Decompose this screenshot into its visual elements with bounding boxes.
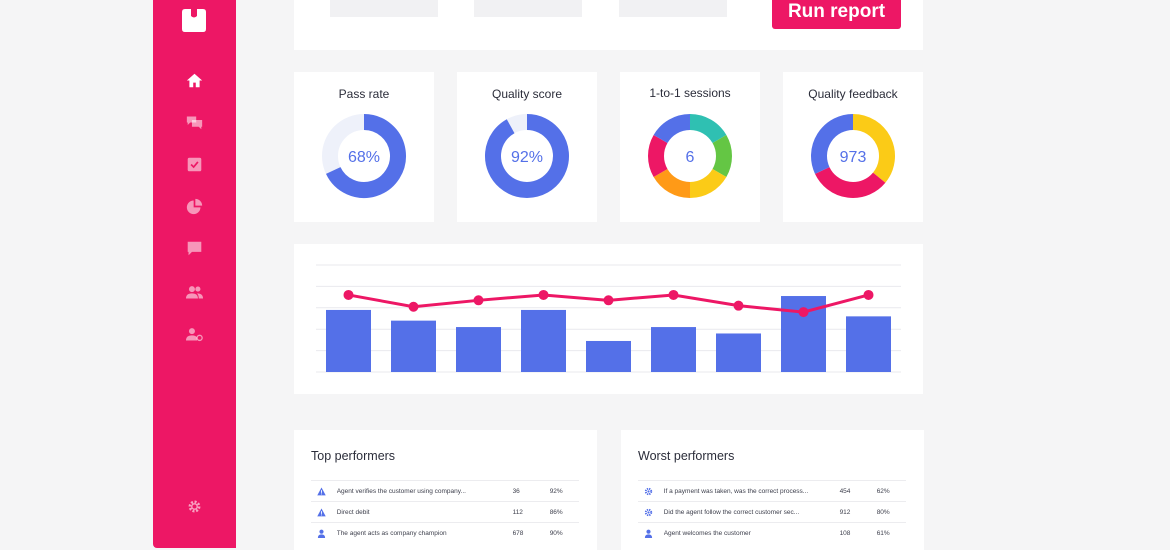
performance-chart-panel [294,244,923,394]
chart-point[interactable] [408,301,419,312]
chart-point[interactable] [668,289,679,300]
chart-bar[interactable] [586,340,631,372]
row-percent: 92% [549,487,563,495]
kpi-label: Quality score [491,87,563,101]
row-count: 108 [839,529,851,537]
filter-field-2[interactable] [474,0,582,17]
checklist-icon[interactable] [183,153,205,175]
chart-point[interactable] [863,289,874,300]
home-icon[interactable] [183,69,205,91]
pie-chart-icon[interactable] [183,195,205,217]
sidebar [153,0,236,548]
kpi-label: Quality feedback [808,87,898,101]
user-settings-icon[interactable] [183,323,205,345]
performance-chart [316,264,901,373]
row-percent: 61% [876,529,890,537]
worst-performers-panel: Worst performers If a payment was taken,… [621,430,924,550]
chart-point[interactable] [603,295,614,306]
chart-point[interactable] [343,289,354,300]
row-percent: 86% [549,508,563,516]
kpi-card-pass-rate: Pass rate 68% [294,72,434,222]
table-row[interactable]: The agent acts as company champion 678 9… [311,522,579,543]
message-icon[interactable] [183,237,205,259]
kpi-value: 92% [511,149,543,166]
donut-ring [485,114,569,198]
chart-bar[interactable] [456,327,501,372]
table-row[interactable]: Agent verifies the customer using compan… [311,480,579,501]
donut-ring [811,114,895,198]
pass-rate-donut: 68% [322,114,406,198]
chart-point[interactable] [733,300,744,311]
chart-bar[interactable] [716,333,761,372]
filter-field-3[interactable] [619,0,727,17]
kpi-value: 68% [348,149,380,166]
warning-icon [317,506,329,518]
person-icon [317,527,329,539]
top-performers-title: Top performers [311,449,396,463]
chart-bar[interactable] [651,327,696,372]
gear-icon [644,506,656,518]
quality-feedback-donut: 973 [811,114,895,198]
filter-field-1[interactable] [330,0,438,17]
donut-fill [326,114,406,198]
donut-segment [653,114,691,144]
kpi-card-quality-score: Quality score 92% [457,72,597,222]
donut-segment [712,135,732,177]
donut-segment [852,114,895,183]
donut-ring [322,114,406,198]
table-row[interactable]: Agent welcomes the customer 108 61% [638,522,906,543]
kpi-value: 973 [840,149,867,166]
donut-segment [648,135,668,177]
top-performers-panel: Top performers Agent verifies the custom… [294,430,597,550]
chart-bar[interactable] [326,309,371,372]
users-icon[interactable] [183,281,205,303]
donut-segment [689,114,727,144]
row-text: Agent verifies the customer using compan… [336,487,466,495]
donut-segment [653,168,691,198]
donut-ring [648,114,732,198]
chart-bar[interactable] [391,320,436,372]
row-count: 454 [839,487,851,495]
row-percent: 80% [876,508,890,516]
chat-bubbles-icon[interactable] [183,111,205,133]
donut-segment [811,114,854,174]
sessions-donut: 6 [648,114,732,198]
gear-icon[interactable] [183,495,205,517]
kpi-card-sessions: 1-to-1 sessions 6 [620,72,760,222]
run-report-button[interactable]: Run report [772,0,901,29]
report-filters-bar: Run report [294,0,923,50]
row-count: 678 [512,529,524,537]
chart-bar[interactable] [846,316,891,372]
row-percent: 90% [549,529,563,537]
table-row[interactable]: Did the agent follow the correct custome… [638,501,906,522]
row-count: 112 [512,508,523,516]
donut-fill [485,114,569,198]
box-logo-icon[interactable] [182,9,206,32]
person-icon [644,527,656,539]
row-text: Did the agent follow the correct custome… [663,508,800,516]
chart-bar[interactable] [521,309,566,372]
worst-performers-title: Worst performers [638,449,735,463]
kpi-value: 6 [686,149,695,166]
row-count: 36 [512,487,520,495]
donut-segment [815,166,886,198]
quality-score-donut: 92% [485,114,569,198]
row-text: If a payment was taken, was the correct … [663,487,809,495]
table-row[interactable]: If a payment was taken, was the correct … [638,480,906,501]
warning-icon [317,485,329,497]
donut-segment [689,168,727,198]
gear-icon [644,485,656,497]
kpi-label: 1-to-1 sessions [649,86,731,100]
chart-point[interactable] [798,307,809,318]
row-text: Agent welcomes the customer [663,529,751,537]
table-row[interactable]: Direct debit 112 86% [311,501,579,522]
row-count: 912 [839,508,851,516]
kpi-label: Pass rate [338,87,390,101]
chart-point[interactable] [538,289,549,300]
row-text: Direct debit [336,508,370,516]
row-percent: 62% [876,487,890,495]
row-text: The agent acts as company champion [336,529,447,537]
chart-point[interactable] [473,295,484,306]
kpi-card-quality-feedback: Quality feedback 973 [783,72,923,222]
